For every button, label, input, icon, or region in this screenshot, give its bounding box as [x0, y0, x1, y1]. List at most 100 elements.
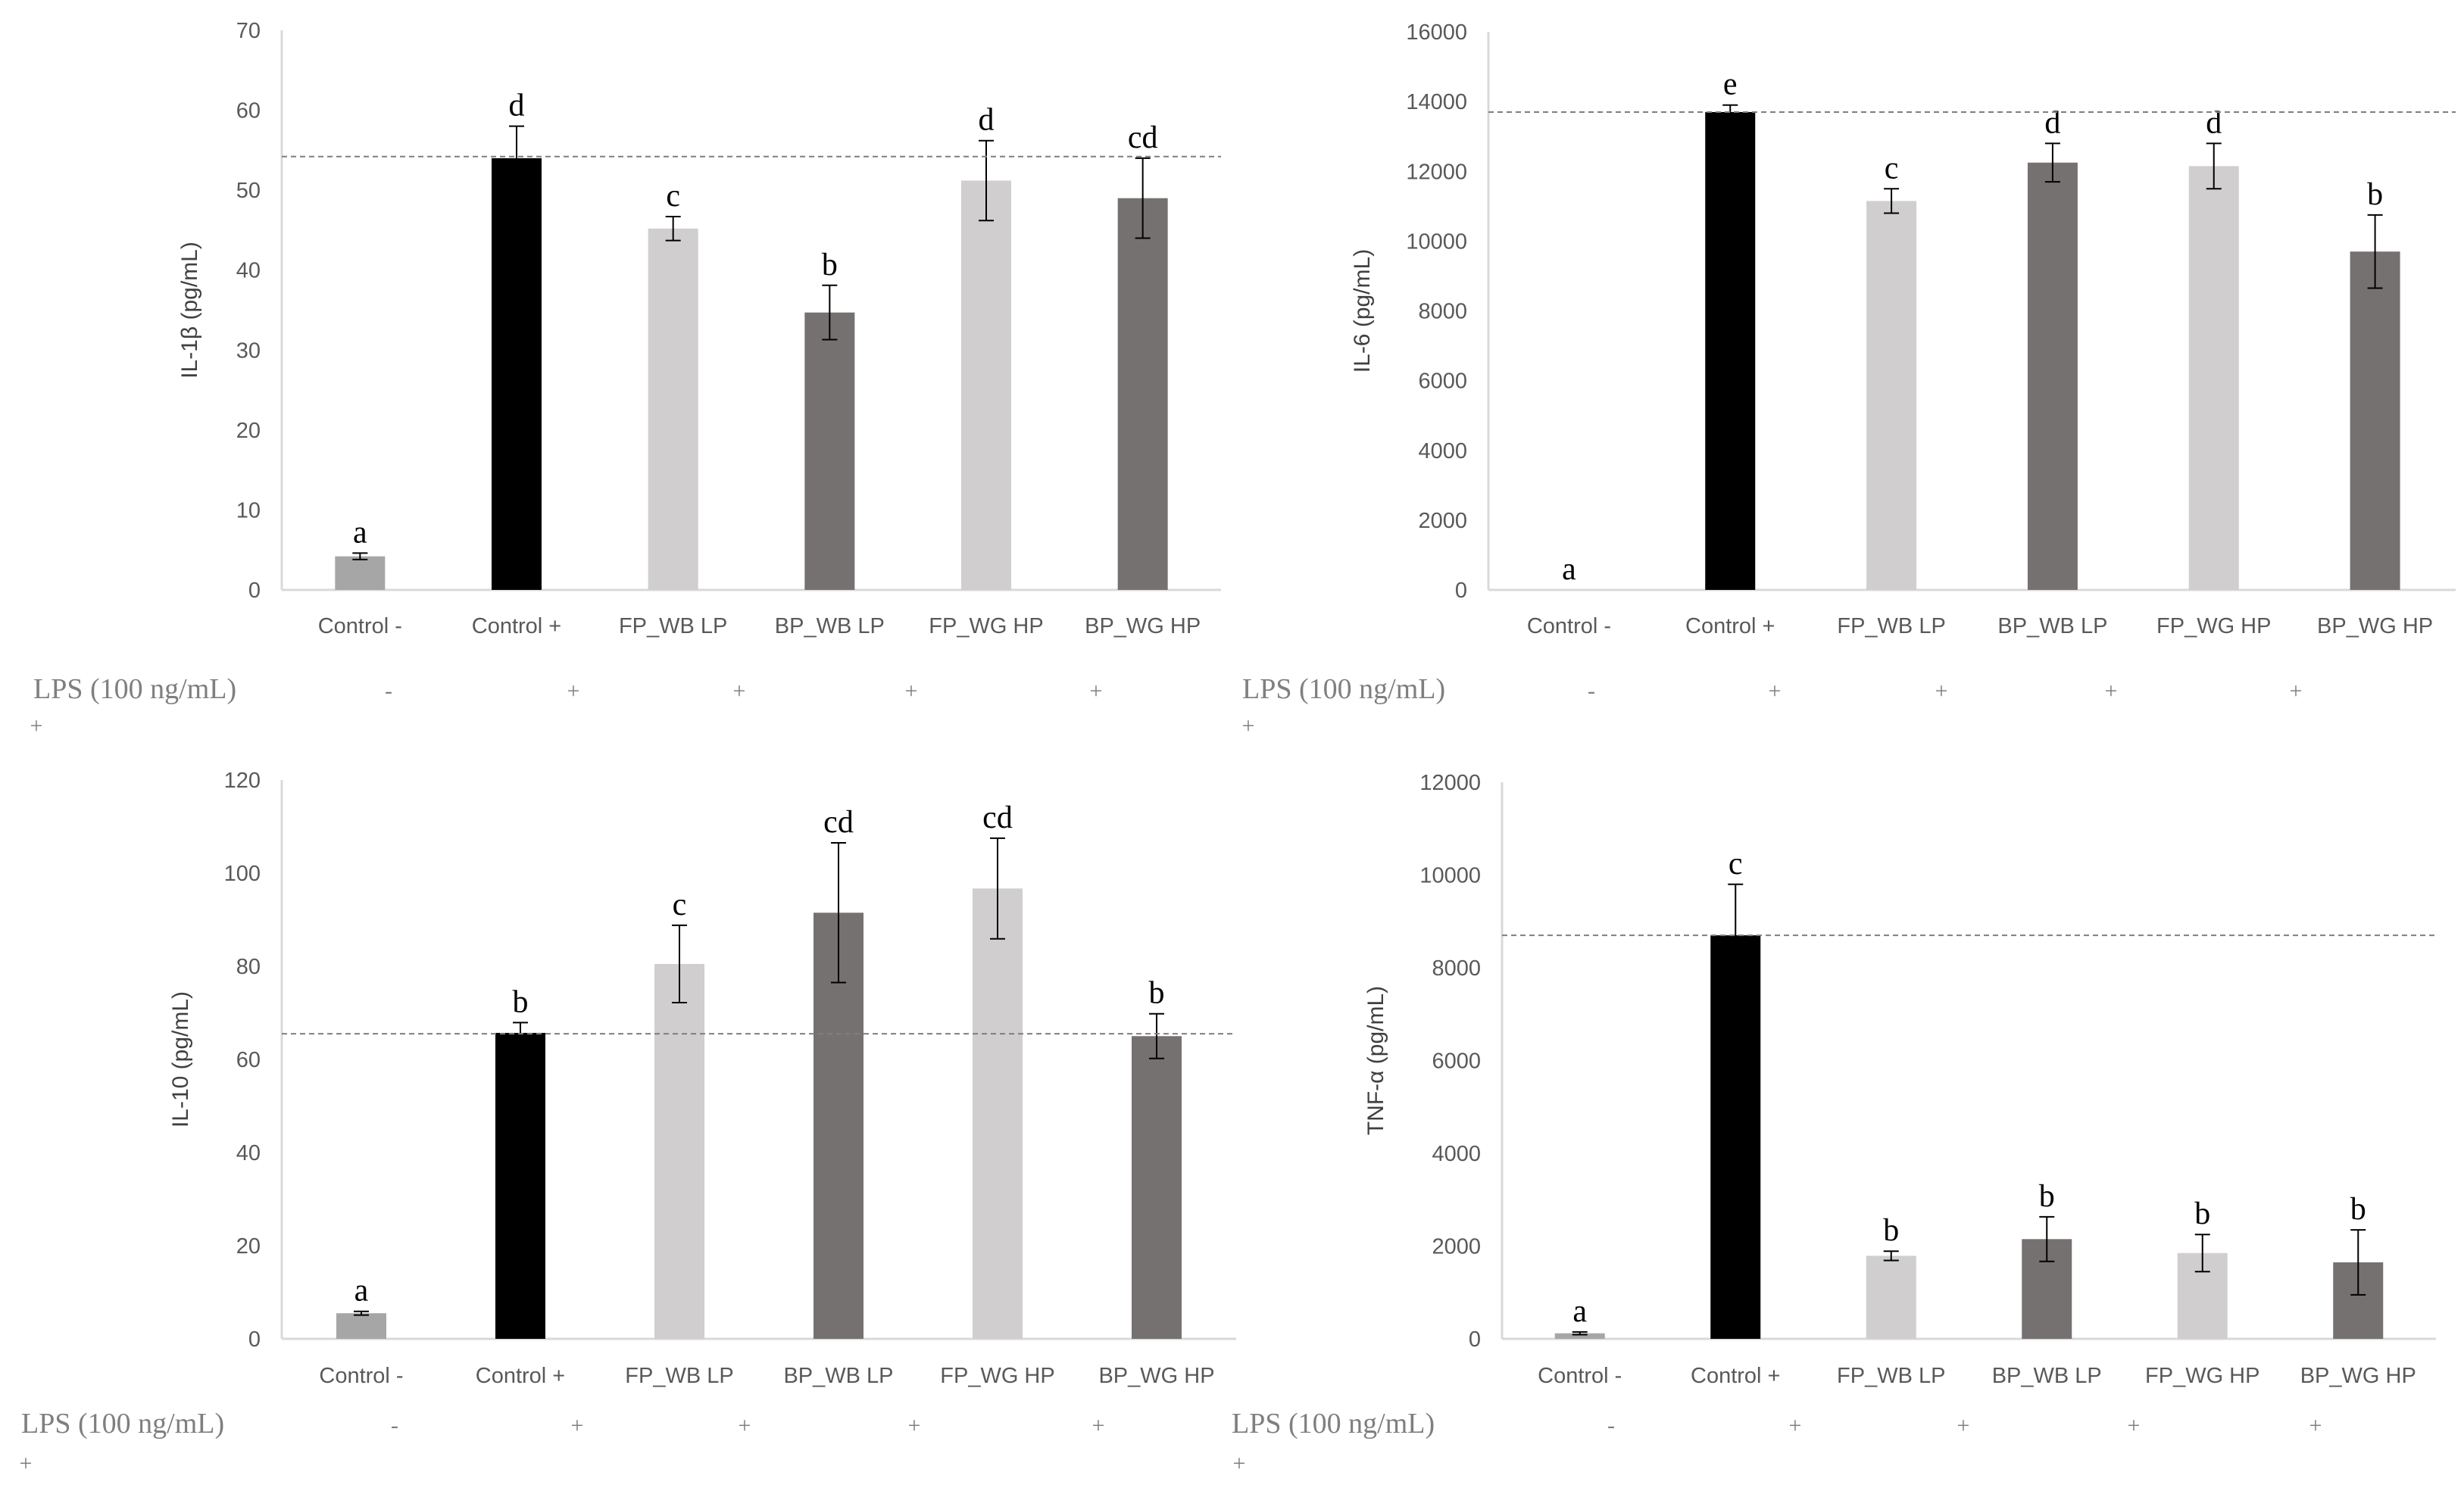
y-tick-label: 20	[236, 419, 261, 443]
x-tick-label: Control +	[472, 614, 561, 638]
bar-6	[1117, 198, 1168, 590]
lps-mark-wrapped: +	[1242, 713, 1255, 738]
x-tick-label: FP_WG HP	[940, 1364, 1054, 1388]
lps-mark: +	[2105, 679, 2118, 704]
lps-mark: +	[2290, 679, 2303, 704]
lps-mark: +	[1090, 679, 1103, 704]
x-tick-label: Control -	[1538, 1364, 1622, 1388]
lps-mark-wrapped: +	[30, 713, 43, 738]
significance-letter: b	[2350, 1192, 2366, 1227]
y-tick-label: 0	[1469, 1327, 1481, 1352]
y-tick-label: 0	[248, 579, 261, 603]
bar-3	[1866, 201, 1917, 590]
significance-letter: a	[354, 1274, 369, 1309]
significance-letter: b	[1883, 1213, 1899, 1248]
y-tick-label: 6000	[1418, 370, 1467, 394]
y-axis-title: IL-1β (pg/mL)	[177, 242, 202, 379]
x-tick-label: Control +	[1685, 614, 1775, 638]
lps-mark: -	[1588, 679, 1595, 704]
bar-6	[1132, 1036, 1182, 1339]
significance-letter: d	[2044, 105, 2060, 140]
significance-letter: b	[2039, 1179, 2055, 1214]
x-tick-label: FP_WG HP	[2145, 1364, 2259, 1388]
lps-mark: -	[385, 679, 392, 704]
y-tick-label: 10000	[1419, 864, 1481, 888]
lps-mark: +	[567, 679, 580, 704]
bar-1	[335, 556, 386, 590]
x-tick-label: FP_WB LP	[619, 614, 727, 638]
bar-3	[1866, 1256, 1916, 1339]
bar-5	[2188, 166, 2239, 590]
bar-5	[961, 180, 1011, 590]
x-tick-label: Control -	[1527, 614, 1611, 638]
x-tick-label: BP_WG HP	[2317, 614, 2433, 638]
x-tick-label: FP_WG HP	[2156, 614, 2271, 638]
x-tick-label: Control +	[1691, 1364, 1780, 1388]
lps-mark: +	[739, 1413, 751, 1438]
significance-letter: a	[1562, 552, 1576, 587]
lps-mark: +	[733, 679, 746, 704]
bar-2	[492, 158, 542, 590]
x-tick-label: FP_WB LP	[1837, 614, 1945, 638]
significance-letter: b	[2367, 177, 2383, 212]
lps-mark: +	[1789, 1413, 1802, 1438]
lps-label: LPS (100 ng/mL)	[1242, 673, 1445, 705]
significance-letter: c	[1729, 847, 1743, 881]
significance-letter: d	[509, 89, 525, 123]
bar-4	[814, 913, 863, 1339]
y-tick-label: 60	[236, 99, 261, 123]
bar-2	[1710, 935, 1761, 1339]
significance-letter: a	[353, 515, 367, 550]
y-axis-title: IL-10 (pg/mL)	[168, 991, 193, 1128]
x-tick-label: Control +	[476, 1364, 565, 1388]
x-tick-label: FP_WG HP	[929, 614, 1043, 638]
y-axis-title: TNF-α (pg/mL)	[1363, 986, 1388, 1135]
significance-letter: c	[666, 179, 680, 214]
x-tick-label: BP_WG HP	[2300, 1364, 2416, 1388]
bar-5	[973, 888, 1023, 1339]
y-tick-label: 0	[248, 1327, 261, 1352]
significance-letter: cd	[982, 800, 1013, 835]
x-tick-label: BP_WB LP	[783, 1364, 893, 1388]
x-tick-label: BP_WG HP	[1098, 1364, 1214, 1388]
significance-letter: a	[1572, 1294, 1587, 1329]
y-tick-label: 12000	[1406, 160, 1467, 184]
lps-mark: +	[2309, 1413, 2322, 1438]
lps-mark-wrapped: +	[1233, 1451, 1246, 1476]
lps-mark: +	[1092, 1413, 1105, 1438]
x-tick-label: BP_WB LP	[775, 614, 885, 638]
x-tick-label: BP_WG HP	[1085, 614, 1201, 638]
y-tick-label: 100	[224, 862, 261, 886]
bar-2	[1705, 111, 1756, 591]
significance-letter: c	[1885, 151, 1899, 186]
chart-panel-2: 0 2000 4000 6000 8000 10000 12000 14000 16000 IL-…	[1242, 20, 2456, 738]
y-tick-label: 2000	[1418, 509, 1467, 533]
x-tick-label: FP_WB LP	[625, 1364, 733, 1388]
y-tick-label: 14000	[1406, 90, 1467, 114]
lps-mark: +	[1769, 679, 1782, 704]
y-tick-label: 40	[236, 1141, 261, 1165]
lps-mark: +	[908, 1413, 921, 1438]
significance-letter: e	[1723, 67, 1738, 102]
x-tick-label: Control -	[318, 614, 402, 638]
y-tick-label: 8000	[1418, 300, 1467, 324]
significance-letter: b	[513, 984, 529, 1019]
y-tick-label: 30	[236, 338, 261, 363]
bar-3	[654, 963, 704, 1339]
lps-label: LPS (100 ng/mL)	[21, 1408, 224, 1440]
lps-label: LPS (100 ng/mL)	[1232, 1408, 1435, 1440]
bar-2	[495, 1032, 545, 1339]
chart-panel-3: 0 20 40 60 80 100 120 IL-10 (pg/mL) a Control - b C…	[20, 769, 1236, 1476]
lps-mark: +	[571, 1413, 584, 1438]
x-tick-label: BP_WB LP	[1992, 1364, 2102, 1388]
significance-letter: b	[2194, 1196, 2210, 1231]
y-tick-label: 40	[236, 259, 261, 283]
y-axis-title: IL-6 (pg/mL)	[1350, 249, 1375, 373]
y-tick-label: 16000	[1406, 20, 1467, 45]
significance-letter: cd	[1128, 120, 1158, 155]
y-tick-label: 4000	[1418, 439, 1467, 463]
lps-mark: +	[1957, 1413, 1970, 1438]
x-tick-label: BP_WB LP	[1997, 614, 2107, 638]
bar-4	[804, 312, 855, 590]
